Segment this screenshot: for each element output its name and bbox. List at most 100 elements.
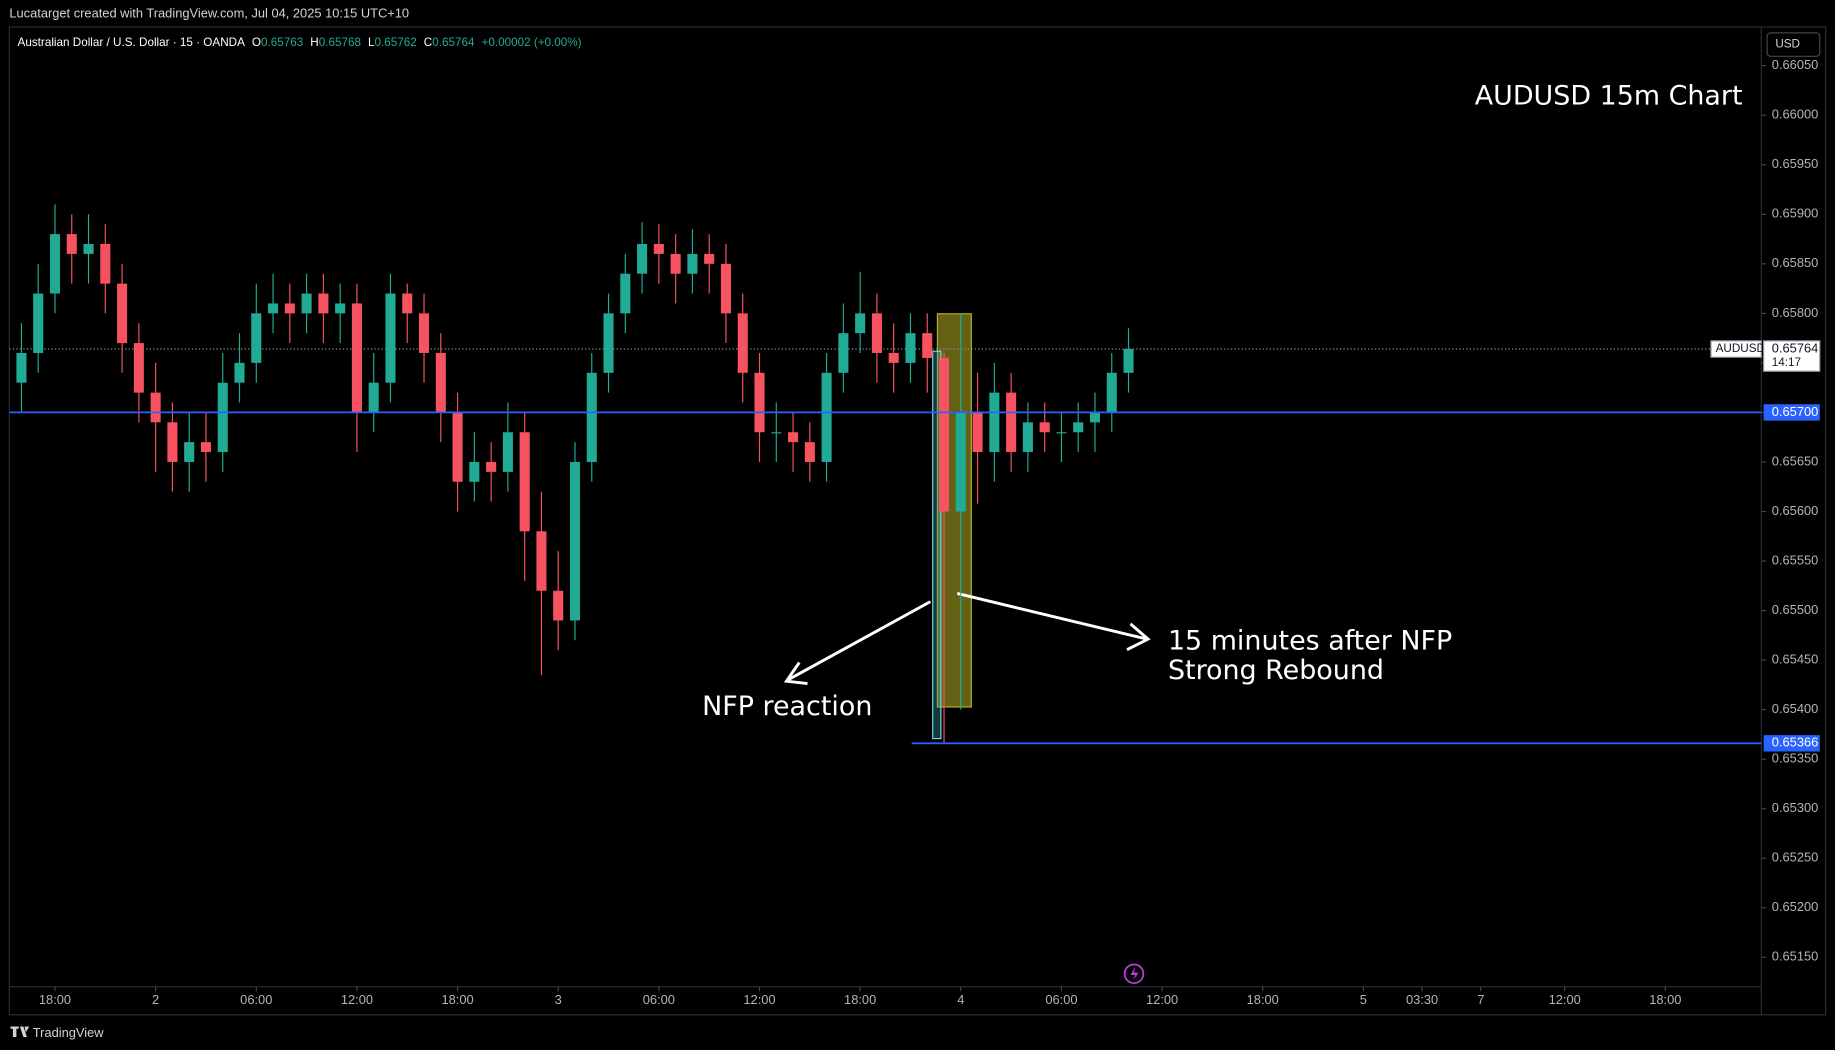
candle-body — [620, 273, 631, 314]
x-tick-label: 5 — [1360, 992, 1367, 1007]
legend-label: L — [368, 36, 375, 49]
y-tick-label: 0.66000 — [1772, 107, 1818, 122]
candle-body — [200, 442, 211, 453]
candle-body — [351, 303, 362, 413]
footer-brand: TradingView — [33, 1025, 104, 1040]
candle-body — [771, 432, 782, 434]
candle-body — [754, 372, 765, 433]
candle-body — [536, 531, 547, 591]
candle-body — [922, 333, 933, 358]
candle-body — [972, 412, 983, 453]
x-tick-label: 12:00 — [1146, 992, 1178, 1007]
countdown: 14:17 — [1772, 356, 1801, 369]
x-tick-label: 12:00 — [743, 992, 775, 1007]
candle-body — [1106, 372, 1117, 413]
candle-body — [16, 352, 27, 383]
candle-body — [452, 412, 463, 482]
legend-label: C — [424, 36, 432, 49]
arrow-line — [956, 592, 1148, 641]
x-tick-label: 12:00 — [1549, 992, 1581, 1007]
y-tick-label: 0.65500 — [1772, 602, 1818, 617]
candle-body — [720, 263, 731, 314]
y-tick-label: 0.65650 — [1772, 453, 1818, 468]
legend-label: O — [252, 36, 261, 49]
x-tick-label: 03:30 — [1406, 992, 1438, 1007]
candle-body — [66, 234, 77, 254]
candle-body — [318, 293, 329, 314]
legend: Australian Dollar / U.S. Dollar · 15 · O… — [18, 36, 582, 49]
candle-body — [989, 392, 1000, 453]
x-tick-label: 12:00 — [341, 992, 373, 1007]
candle-body — [653, 244, 664, 254]
candle-body — [737, 313, 748, 373]
candle-body — [100, 244, 111, 284]
y-tick-label: 0.65800 — [1772, 305, 1818, 320]
candle-body — [268, 303, 279, 314]
candle-body — [905, 333, 916, 363]
legend-change: +0.00002 (+0.00%) — [482, 36, 582, 49]
candle-body — [301, 293, 312, 314]
candle-body — [167, 422, 178, 462]
candle-body — [1089, 412, 1101, 423]
plot: 0.65150 0.65200 0.65250 0.65300 0.65350 0.654… — [9, 57, 1821, 1007]
legend-value: 0.65768 — [319, 36, 361, 49]
y-tick-label: 0.65300 — [1772, 800, 1818, 815]
currency[interactable]: USD — [1775, 38, 1800, 51]
arrow-line — [786, 600, 932, 682]
annotation-after: Strong Rebound — [1168, 655, 1384, 686]
x-tick-label: 06:00 — [240, 992, 272, 1007]
x-tick-label: 18:00 — [39, 992, 71, 1007]
price-tag-label: 0.65764 — [1772, 340, 1818, 355]
candle-body — [502, 432, 513, 472]
annotation-title: AUDUSD 15m Chart — [1475, 80, 1743, 111]
candle-body — [670, 253, 681, 274]
candle-body — [284, 303, 295, 314]
candle-body — [888, 352, 899, 363]
y-tick-label: 0.65200 — [1772, 899, 1818, 914]
y-tick-label: 0.66050 — [1772, 57, 1818, 72]
chart-frame — [8, 26, 1827, 1016]
candle-body — [49, 234, 61, 294]
x-tick-label: 06:00 — [643, 992, 675, 1007]
brand-logo — [10, 1026, 30, 1037]
legend-label: H — [310, 36, 318, 49]
x-tick-label: 18:00 — [1649, 992, 1681, 1007]
x-tick-label: 18:00 — [844, 992, 876, 1007]
candle-body — [418, 313, 430, 353]
symbol-tag — [1710, 340, 1762, 358]
candle-body — [486, 461, 497, 472]
x-tick-label: 7 — [1477, 992, 1484, 1007]
y-tick-label: 0.65900 — [1772, 206, 1818, 221]
candle-body — [603, 313, 614, 373]
event-icon[interactable] — [1123, 963, 1145, 985]
y-tick-label: 0.65400 — [1772, 701, 1818, 716]
arrow-head — [1126, 622, 1151, 651]
candle-body — [1056, 432, 1067, 434]
candle-body — [1123, 349, 1134, 373]
candle-body — [704, 253, 715, 264]
nfp-box — [932, 350, 942, 740]
x-tick-label: 2 — [152, 992, 159, 1007]
candle-body — [435, 352, 446, 413]
arrow-head — [783, 661, 808, 686]
candle-body — [586, 372, 597, 462]
candle-body — [855, 313, 866, 334]
level-label: 0.65700 — [1772, 404, 1818, 419]
currency-button[interactable] — [1766, 32, 1821, 57]
candle-body — [821, 372, 832, 462]
candle-body — [569, 461, 581, 621]
y-tick-label: 0.65550 — [1772, 552, 1818, 567]
candle-body — [838, 333, 849, 373]
symbol-tag-label: AUDUSD — [1716, 342, 1765, 355]
annotation-nfp: NFP reaction — [702, 691, 872, 722]
legend-value: 0.65762 — [375, 36, 417, 49]
candle-body — [687, 253, 698, 274]
level-tag — [1763, 735, 1820, 752]
candle-body — [955, 412, 966, 512]
y-tick-label: 0.65450 — [1772, 652, 1818, 667]
event-icon-bolt — [1130, 966, 1139, 981]
header-credit: Lucatarget created with TradingView.com,… — [9, 6, 409, 21]
candle-body — [402, 293, 413, 314]
